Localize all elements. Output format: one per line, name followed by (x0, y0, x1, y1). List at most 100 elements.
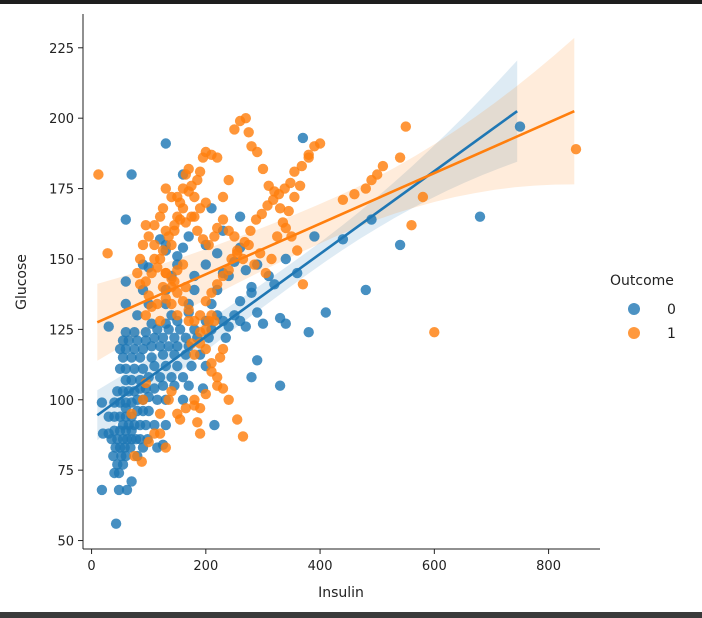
data-point-0 (123, 335, 134, 346)
data-point-0 (110, 518, 122, 529)
data-point-0 (140, 419, 151, 431)
data-point-1 (137, 239, 149, 251)
data-point-0 (303, 327, 314, 338)
data-point-1 (140, 276, 151, 287)
legend-marker-0 (628, 303, 640, 315)
data-point-1 (194, 166, 206, 177)
data-point-1 (429, 327, 440, 338)
data-point-1 (239, 236, 250, 248)
data-point-0 (132, 335, 143, 346)
data-point-1 (256, 208, 267, 220)
data-point-1 (212, 279, 223, 290)
regression-line-1 (96, 109, 575, 324)
plot-area (93, 37, 582, 529)
data-point-0 (149, 332, 160, 343)
data-point-1 (249, 259, 260, 270)
data-point-1 (137, 394, 149, 405)
data-point-0 (96, 484, 108, 496)
data-point-0 (143, 405, 154, 417)
data-point-1 (183, 163, 194, 175)
data-point-1 (209, 315, 220, 327)
data-point-1 (240, 113, 251, 124)
data-point-1 (232, 414, 243, 425)
data-point-0 (149, 360, 160, 372)
y-tick-label: 175 (49, 183, 74, 198)
data-point-1 (283, 205, 294, 217)
data-point-1 (166, 273, 177, 284)
y-tick-label: 125 (49, 323, 74, 338)
y-axis-ticks: 50 75 100 125 150 175 200 225 (49, 42, 83, 550)
data-point-1 (260, 267, 271, 279)
data-point-1 (200, 197, 211, 208)
data-point-0 (163, 341, 174, 352)
data-point-1 (212, 222, 223, 234)
data-point-0 (126, 169, 137, 180)
data-point-1 (140, 310, 151, 321)
window-bottom-bar (0, 612, 702, 618)
data-point-1 (214, 352, 226, 363)
data-point-0 (137, 343, 149, 355)
y-tick-label: 75 (57, 464, 74, 479)
data-point-1 (274, 203, 286, 214)
legend: Outcome 0 1 (610, 273, 676, 342)
data-point-1 (152, 298, 163, 310)
data-point-1 (252, 146, 263, 158)
data-point-1 (245, 225, 256, 236)
data-point-0 (140, 335, 151, 346)
data-point-0 (189, 284, 200, 296)
data-point-0 (126, 374, 137, 386)
data-point-1 (206, 287, 217, 298)
data-point-1 (243, 127, 254, 138)
data-point-0 (113, 484, 125, 496)
data-point-1 (206, 358, 217, 369)
data-point-1 (149, 253, 160, 265)
data-point-0 (154, 341, 166, 352)
data-point-1 (372, 169, 383, 180)
data-point-1 (289, 166, 300, 177)
data-point-0 (172, 360, 183, 372)
data-point-1 (143, 436, 154, 448)
data-point-1 (132, 267, 143, 279)
x-axis-ticks: 0 200 400 600 800 (87, 549, 561, 574)
data-point-0 (157, 332, 169, 343)
data-point-0 (252, 355, 263, 366)
x-tick-label: 800 (536, 559, 561, 574)
data-point-1 (192, 174, 203, 186)
data-point-1 (140, 377, 151, 389)
data-point-0 (292, 267, 303, 279)
legend-label-0: 0 (667, 302, 676, 318)
data-point-1 (277, 217, 289, 228)
data-point-0 (129, 363, 140, 374)
data-point-0 (137, 363, 149, 374)
data-point-1 (417, 191, 429, 203)
x-tick-label: 200 (193, 559, 218, 574)
data-point-1 (194, 428, 206, 439)
axes (82, 14, 600, 550)
legend-title: Outcome (610, 273, 674, 289)
data-point-0 (146, 352, 157, 363)
x-tick-label: 600 (422, 559, 447, 574)
x-tick-label: 400 (308, 559, 333, 574)
data-point-0 (186, 360, 197, 372)
data-point-0 (108, 450, 119, 462)
data-point-0 (360, 284, 371, 296)
data-point-0 (160, 419, 171, 431)
data-point-1 (160, 293, 171, 304)
data-point-0 (177, 242, 189, 253)
data-point-1 (217, 191, 229, 203)
data-point-0 (120, 450, 131, 462)
data-point-1 (232, 245, 243, 256)
data-point-0 (129, 327, 140, 338)
data-point-0 (169, 332, 180, 343)
data-point-1 (149, 239, 160, 251)
data-point-1 (223, 174, 234, 186)
data-point-0 (157, 380, 169, 391)
data-point-1 (160, 442, 171, 453)
data-point-1 (93, 169, 104, 180)
window-top-bar (0, 0, 702, 4)
data-point-1 (296, 160, 307, 172)
data-point-1 (129, 450, 140, 462)
data-point-1 (349, 189, 360, 200)
data-point-1 (203, 239, 214, 251)
data-point-1 (152, 262, 163, 273)
